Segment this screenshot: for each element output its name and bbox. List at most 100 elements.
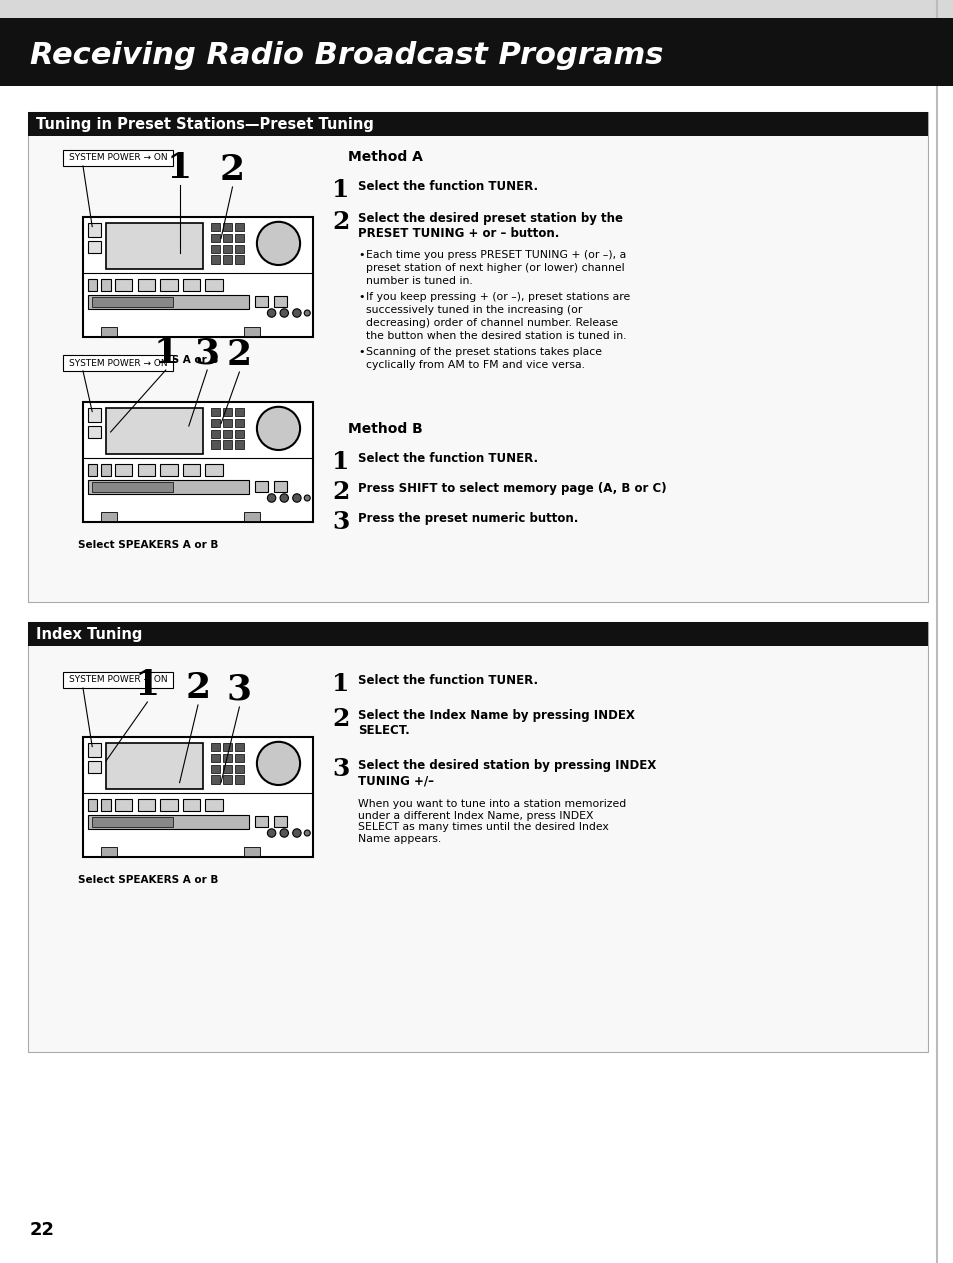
- Bar: [222, 408, 232, 417]
- Bar: [234, 743, 244, 751]
- Bar: [88, 480, 249, 494]
- Text: decreasing) order of channel number. Release: decreasing) order of channel number. Rel…: [366, 318, 618, 328]
- Bar: [274, 297, 286, 307]
- Text: 3: 3: [227, 673, 252, 707]
- Bar: [0, 0, 953, 18]
- Bar: [101, 513, 117, 520]
- Text: 1: 1: [332, 672, 349, 696]
- Text: When you want to tune into a station memorized
under a different Index Name, pre: When you want to tune into a station mem…: [357, 799, 625, 844]
- Text: the button when the desired station is tuned in.: the button when the desired station is t…: [366, 331, 626, 341]
- Bar: [222, 234, 232, 242]
- Bar: [222, 775, 232, 784]
- Bar: [234, 429, 244, 438]
- Bar: [211, 255, 220, 264]
- Circle shape: [280, 829, 288, 837]
- Text: •: •: [357, 292, 364, 302]
- Bar: [211, 419, 220, 427]
- Bar: [92, 817, 172, 827]
- Circle shape: [267, 494, 275, 503]
- Text: Method B: Method B: [348, 422, 422, 436]
- Circle shape: [293, 494, 301, 503]
- Bar: [88, 296, 249, 309]
- Text: 1: 1: [332, 178, 349, 202]
- Circle shape: [267, 308, 275, 317]
- Text: 1: 1: [332, 450, 349, 474]
- Bar: [205, 465, 222, 476]
- Bar: [92, 482, 172, 493]
- Bar: [211, 408, 220, 417]
- Text: number is tuned in.: number is tuned in.: [366, 277, 473, 285]
- Text: •: •: [357, 250, 364, 260]
- Bar: [234, 245, 244, 253]
- Text: 2: 2: [332, 707, 349, 731]
- Bar: [106, 224, 202, 269]
- Text: successively tuned in the increasing (or: successively tuned in the increasing (or: [366, 304, 581, 314]
- Text: Select SPEAKERS A or B: Select SPEAKERS A or B: [78, 541, 218, 549]
- Text: 2: 2: [185, 671, 211, 705]
- Bar: [88, 799, 96, 811]
- Text: 22: 22: [30, 1221, 55, 1239]
- Circle shape: [256, 222, 300, 265]
- Bar: [205, 279, 222, 292]
- Bar: [137, 465, 154, 476]
- Bar: [160, 279, 177, 292]
- Text: 2: 2: [332, 480, 349, 504]
- Text: Select SPEAKERS A or B: Select SPEAKERS A or B: [78, 355, 218, 365]
- Bar: [255, 481, 268, 493]
- Bar: [244, 847, 260, 856]
- Text: Press SHIFT to select memory page (A, B or C): Press SHIFT to select memory page (A, B …: [357, 482, 666, 495]
- Bar: [137, 799, 154, 811]
- Text: Index Tuning: Index Tuning: [36, 626, 142, 642]
- Bar: [234, 419, 244, 427]
- Bar: [0, 18, 953, 86]
- Text: Select the function TUNER.: Select the function TUNER.: [357, 674, 537, 687]
- Bar: [211, 764, 220, 773]
- Bar: [101, 327, 117, 336]
- Text: Each time you press PRESET TUNING + (or –), a: Each time you press PRESET TUNING + (or …: [366, 250, 625, 260]
- Bar: [115, 465, 132, 476]
- Circle shape: [280, 308, 288, 317]
- Bar: [234, 775, 244, 784]
- Bar: [234, 224, 244, 231]
- Bar: [160, 799, 177, 811]
- Bar: [183, 799, 200, 811]
- Bar: [63, 672, 172, 688]
- Bar: [211, 743, 220, 751]
- Bar: [183, 279, 200, 292]
- Bar: [28, 112, 927, 602]
- Circle shape: [304, 830, 310, 836]
- Bar: [244, 513, 260, 520]
- Text: Select SPEAKERS A or B: Select SPEAKERS A or B: [78, 875, 218, 885]
- Text: If you keep pressing + (or –), preset stations are: If you keep pressing + (or –), preset st…: [366, 292, 630, 302]
- Bar: [88, 426, 101, 438]
- Bar: [88, 815, 249, 830]
- Bar: [115, 279, 132, 292]
- Bar: [88, 408, 101, 422]
- Text: 3: 3: [194, 336, 219, 370]
- Bar: [183, 465, 200, 476]
- Bar: [115, 799, 132, 811]
- Bar: [28, 621, 927, 1052]
- Bar: [88, 279, 96, 292]
- Text: 3: 3: [332, 757, 349, 781]
- Bar: [255, 816, 268, 827]
- Text: 3: 3: [332, 510, 349, 534]
- Text: Select the function TUNER.: Select the function TUNER.: [357, 181, 537, 193]
- Bar: [101, 465, 111, 476]
- Text: Tuning in Preset Stations—Preset Tuning: Tuning in Preset Stations—Preset Tuning: [36, 116, 374, 131]
- Circle shape: [304, 495, 310, 501]
- Bar: [88, 241, 101, 253]
- Bar: [205, 799, 222, 811]
- Bar: [211, 234, 220, 242]
- Text: SYSTEM POWER → ON: SYSTEM POWER → ON: [69, 359, 167, 368]
- Text: Select the desired station by pressing INDEX
TUNING +/–: Select the desired station by pressing I…: [357, 759, 656, 787]
- Bar: [244, 327, 260, 336]
- Bar: [211, 429, 220, 438]
- Text: 2: 2: [332, 210, 349, 234]
- Bar: [63, 355, 172, 371]
- Bar: [234, 441, 244, 448]
- Bar: [211, 245, 220, 253]
- Bar: [222, 764, 232, 773]
- Text: Scanning of the preset stations takes place: Scanning of the preset stations takes pl…: [366, 347, 601, 357]
- Text: 1: 1: [167, 152, 192, 184]
